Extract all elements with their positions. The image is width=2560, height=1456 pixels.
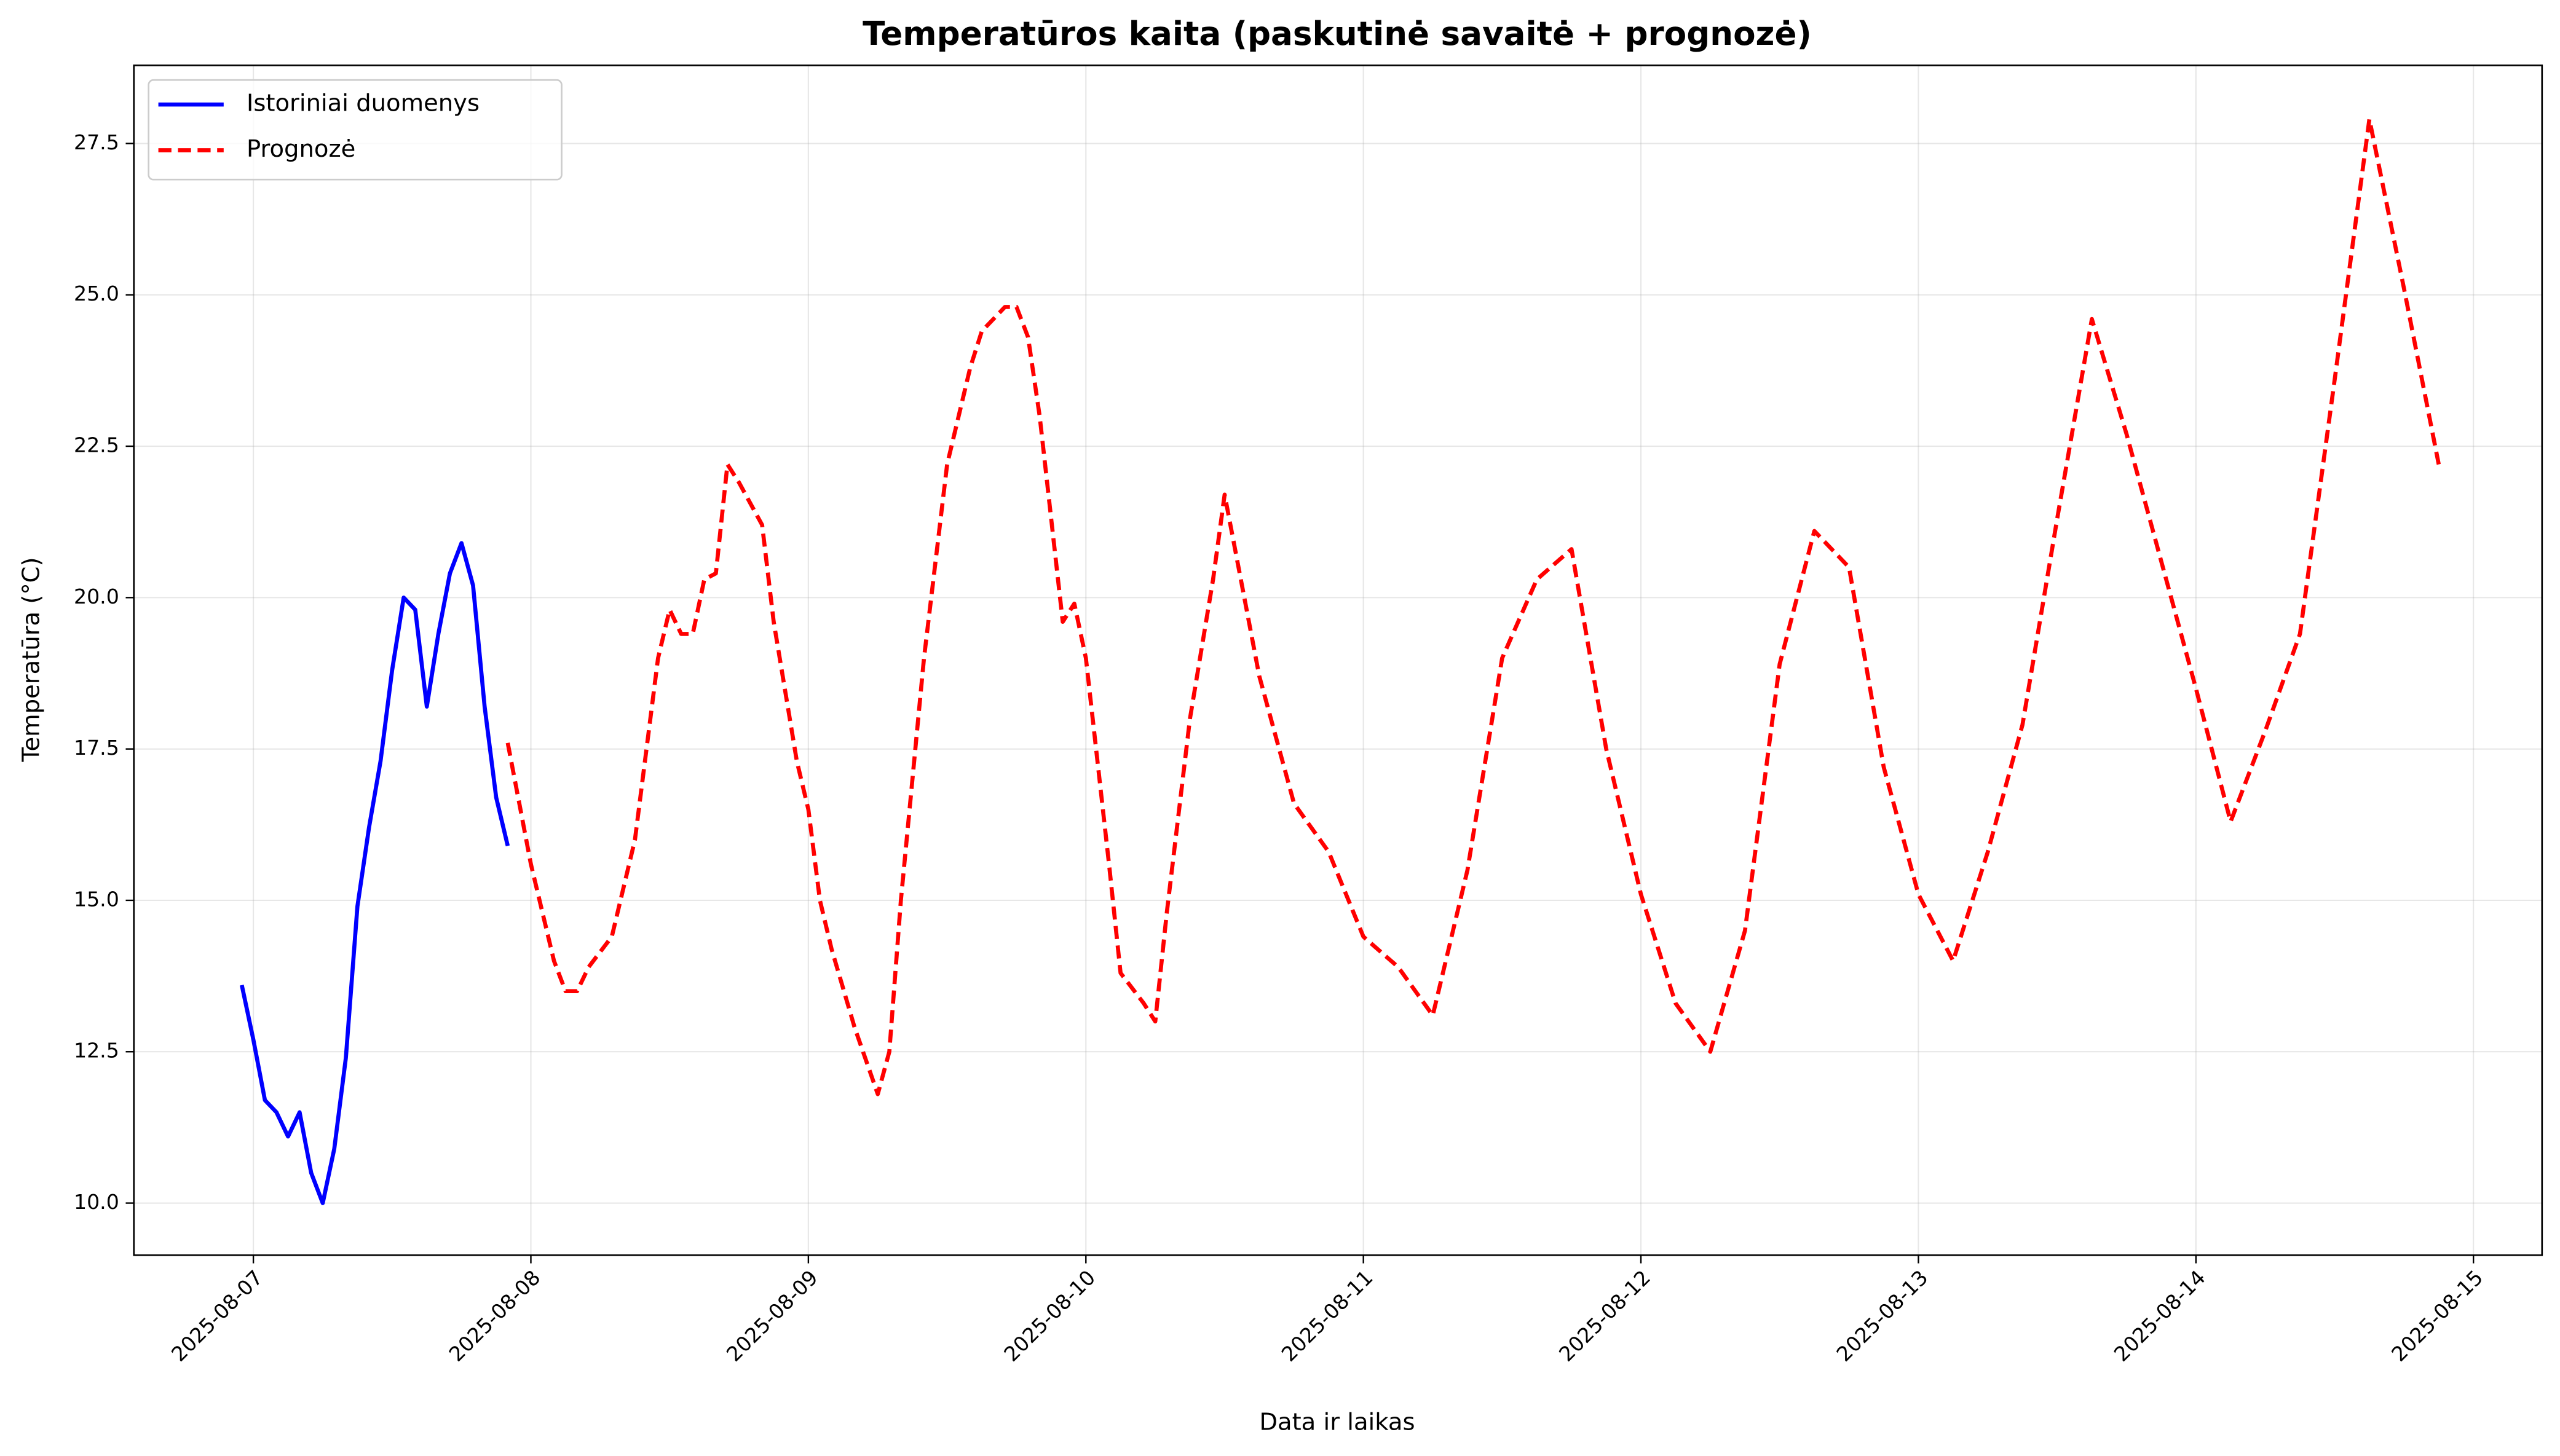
legend-label: Istoriniai duomenys — [247, 90, 480, 117]
y-tick-label: 27.5 — [74, 130, 119, 154]
y-tick-label: 12.5 — [74, 1039, 119, 1063]
legend-label: Prognozė — [247, 135, 355, 163]
chart-title: Temperatūros kaita (paskutinė savaitė + … — [863, 15, 1812, 53]
plot-frame — [133, 64, 2543, 1256]
y-tick-label: 15.0 — [74, 887, 119, 911]
line-series — [505, 117, 2441, 1096]
legend-box — [148, 79, 563, 181]
y-tick-label: 25.0 — [74, 281, 119, 305]
y-tick-label: 22.5 — [74, 433, 119, 457]
y-tick-label: 10.0 — [74, 1190, 119, 1214]
y-tick-label: 20.0 — [74, 584, 119, 608]
x-axis-label: Data ir laikas — [1259, 1408, 1415, 1436]
line-series — [240, 541, 510, 1205]
y-tick-label: 17.5 — [74, 736, 119, 760]
y-axis-label: Temperatūra (°C) — [18, 557, 45, 762]
legend: Istoriniai duomenys Prognozė — [148, 79, 563, 181]
